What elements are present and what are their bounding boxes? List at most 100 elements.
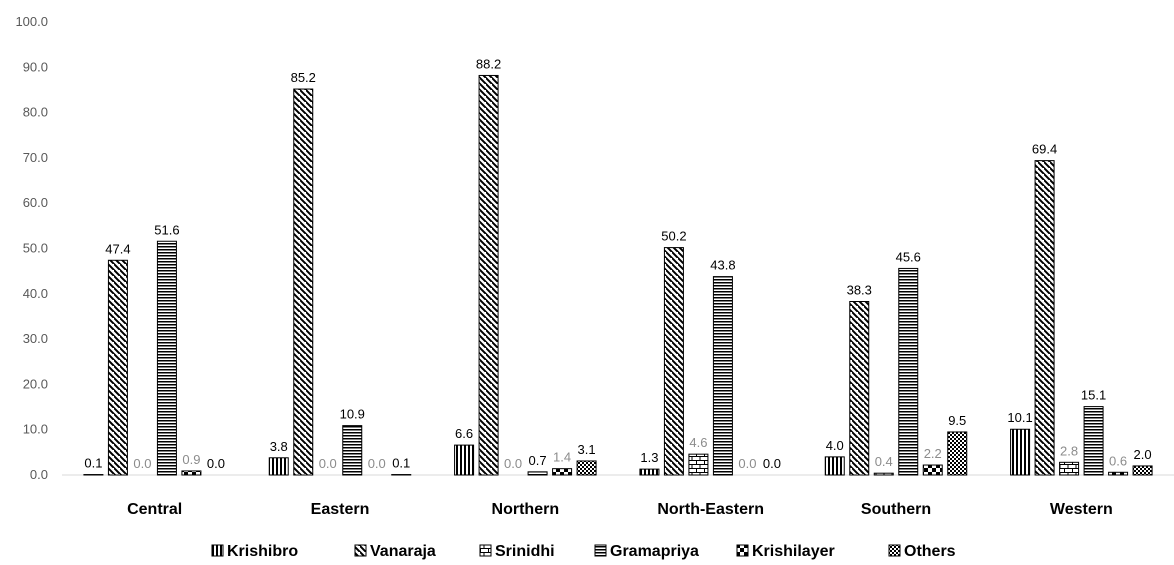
data-label: 45.6 (896, 249, 921, 264)
data-label: 85.2 (291, 70, 316, 85)
data-label: 0.0 (504, 456, 522, 471)
data-labels: 0.1 47.4 0.0 51.6 0.9 0.0 3.8 85.2 0.0 10.9 0.0 0.1… (84, 56, 1151, 471)
y-tick-label: 20.0 (23, 376, 48, 391)
legend-swatch (736, 544, 749, 557)
bar-gramapriya-western (1083, 406, 1104, 476)
category-label: Southern (861, 501, 931, 518)
bar-others-northern (576, 460, 597, 476)
bar-krishibro-north-eastern (639, 468, 660, 476)
bar-srinidhi-western (1059, 461, 1080, 476)
legend-swatch (479, 544, 492, 557)
bar-gramapriya-northern (527, 471, 548, 476)
legend-swatch (354, 544, 367, 557)
bar-others-western (1132, 465, 1153, 476)
data-label: 1.4 (553, 450, 571, 465)
data-label: 2.0 (1134, 447, 1152, 462)
y-tick-label: 90.0 (23, 59, 48, 74)
data-label: 2.2 (924, 446, 942, 461)
data-label: 88.2 (476, 56, 501, 71)
bar-vanaraja-eastern (293, 88, 314, 476)
bar-krishilayer-western (1108, 471, 1129, 476)
data-label: 9.5 (948, 413, 966, 428)
y-tick-label: 70.0 (23, 150, 48, 165)
legend-item-srinidhi: Srinidhi (479, 543, 555, 560)
legend: Krishibro Vanaraja Srinidhi Gramapriya Krish… (211, 543, 956, 560)
bar-krishibro-northern (454, 444, 475, 476)
bar-vanaraja-northern (478, 74, 499, 476)
bar-srinidhi-southern (873, 472, 894, 476)
data-label: 4.6 (689, 435, 707, 450)
data-label: 6.6 (455, 426, 473, 441)
bar-vanaraja-north-eastern (663, 247, 684, 476)
legend-swatch (888, 544, 901, 557)
bar-gramapriya-central (156, 240, 177, 476)
category-label: Northern (492, 501, 560, 518)
y-tick-label: 10.0 (23, 422, 48, 437)
data-label: 10.1 (1007, 410, 1032, 425)
data-label: 0.0 (368, 456, 386, 471)
data-label: 10.9 (340, 407, 365, 422)
legend-label: Others (904, 543, 956, 560)
legend-label: Vanaraja (370, 543, 436, 560)
bar-gramapriya-north-eastern (712, 276, 733, 476)
data-label: 69.4 (1032, 142, 1057, 157)
y-tick-label: 60.0 (23, 195, 48, 210)
data-label: 0.7 (529, 453, 547, 468)
bar-vanaraja-southern (849, 301, 870, 476)
legend-label: Gramapriya (610, 543, 699, 560)
y-tick-label: 0.0 (30, 467, 48, 482)
data-label: 0.0 (133, 456, 151, 471)
data-label: 47.4 (105, 241, 130, 256)
bars (83, 74, 1153, 476)
bar-krishibro-western (1010, 428, 1031, 476)
bar-krishibro-southern (824, 456, 845, 476)
legend-item-krishilayer: Krishilayer (736, 543, 835, 560)
legend-swatch (594, 544, 607, 557)
legend-item-others: Others (888, 543, 956, 560)
data-label: 43.8 (710, 258, 735, 273)
data-label: 1.3 (640, 450, 658, 465)
bar-others-southern (947, 431, 968, 476)
legend-item-gramapriya: Gramapriya (594, 543, 699, 560)
legend-label: Krishibro (227, 543, 298, 560)
data-label: 0.1 (392, 456, 410, 471)
y-axis: 0.0 10.0 20.0 30.0 40.0 50.0 60.0 70.0 80.0 90.0 1… (15, 14, 48, 482)
bar-krishilayer-northern (552, 468, 573, 476)
data-label: 0.9 (182, 452, 200, 467)
bar-krishibro-eastern (268, 457, 289, 476)
data-label: 0.0 (738, 456, 756, 471)
data-label: 0.0 (763, 456, 781, 471)
data-label: 0.6 (1109, 453, 1127, 468)
y-tick-label: 80.0 (23, 105, 48, 120)
category-labels: Central Eastern Northern North-Eastern South… (127, 501, 1113, 518)
legend-label: Krishilayer (752, 543, 835, 560)
data-label: 4.0 (826, 438, 844, 453)
legend-item-krishibro: Krishibro (211, 543, 298, 560)
y-tick-label: 100.0 (15, 14, 48, 29)
y-tick-label: 30.0 (23, 331, 48, 346)
bar-gramapriya-southern (898, 267, 919, 476)
category-label: North-Eastern (657, 501, 764, 518)
data-label: 3.1 (578, 442, 596, 457)
category-label: Eastern (311, 501, 370, 518)
data-label: 51.6 (154, 222, 179, 237)
category-label: Western (1050, 501, 1113, 518)
data-label: 0.0 (207, 456, 225, 471)
data-label: 50.2 (661, 229, 686, 244)
data-label: 0.0 (319, 456, 337, 471)
bar-krishilayer-central (181, 470, 202, 476)
y-tick-label: 50.0 (23, 241, 48, 256)
bar-vanaraja-central (107, 259, 128, 476)
data-label: 38.3 (847, 283, 872, 298)
legend-label: Srinidhi (495, 543, 555, 560)
y-tick-label: 40.0 (23, 286, 48, 301)
category-label: Central (127, 501, 182, 518)
data-label: 0.4 (875, 454, 893, 469)
legend-item-vanaraja: Vanaraja (354, 543, 436, 560)
data-label: 3.8 (270, 439, 288, 454)
bar-gramapriya-eastern (342, 425, 363, 476)
data-label: 2.8 (1060, 443, 1078, 458)
bar-krishilayer-southern (922, 464, 943, 476)
legend-swatch (211, 544, 224, 557)
data-label: 15.1 (1081, 388, 1106, 403)
